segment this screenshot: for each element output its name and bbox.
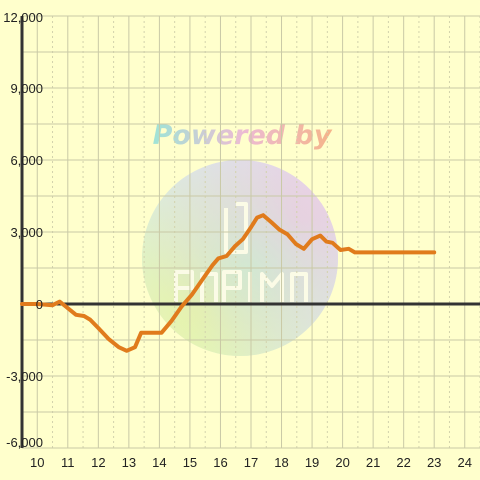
series-line-1 <box>20 213 437 353</box>
x-tick-label: 19 <box>305 455 319 470</box>
y-tick-label: 6,000 <box>10 153 43 168</box>
watermark-text: Powered by <box>153 120 333 151</box>
y-tick-label: 9,000 <box>10 81 43 96</box>
y-tick-label: 3,000 <box>10 225 43 240</box>
watermark: Powered by <box>142 120 338 356</box>
x-tick-label: 11 <box>61 455 75 470</box>
x-tick-label: 15 <box>183 455 197 470</box>
y-tick-label: 12,000 <box>3 10 43 25</box>
series-layer <box>20 213 437 353</box>
x-tick-label: 13 <box>122 455 136 470</box>
x-tick-label: 14 <box>152 455 166 470</box>
x-tick-label: 24 <box>457 455 471 470</box>
x-tick-labels: 10 11 12 13 14 15 16 17 18 19 20 21 22 23 24 <box>30 455 472 470</box>
x-tick-label: 23 <box>427 455 441 470</box>
axes <box>20 16 480 448</box>
x-tick-label: 17 <box>244 455 258 470</box>
x-tick-label: 18 <box>274 455 288 470</box>
grid <box>21 15 480 449</box>
x-tick-label: 22 <box>396 455 410 470</box>
x-tick-label: 16 <box>213 455 227 470</box>
y-tick-label: -3,000 <box>6 369 43 384</box>
y-tick-label: 0 <box>36 297 43 312</box>
x-tick-label: 10 <box>30 455 44 470</box>
x-tick-label: 20 <box>335 455 349 470</box>
watermark-circle-tint-green <box>142 160 338 356</box>
x-tick-label: 12 <box>91 455 105 470</box>
y-tick-label: -6,000 <box>6 435 43 450</box>
y-tick-labels: -6,000 -3,000 0 3,000 6,000 9,000 12,000 <box>3 10 43 450</box>
x-tick-label: 21 <box>366 455 380 470</box>
